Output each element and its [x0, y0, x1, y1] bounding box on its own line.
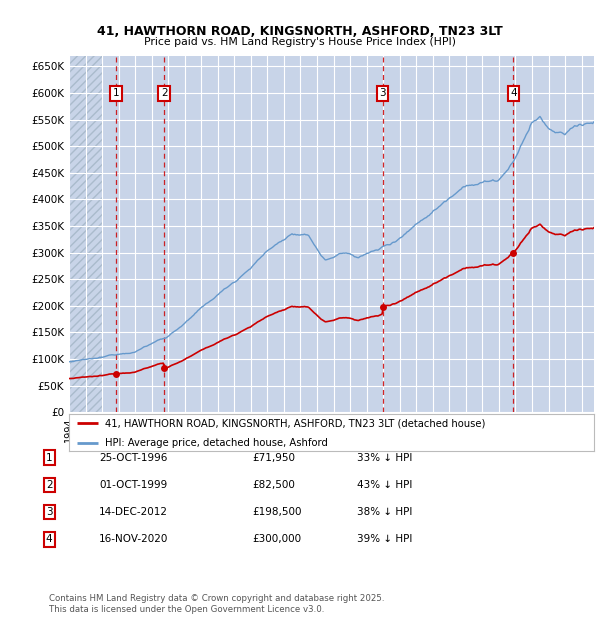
Text: 1: 1	[112, 88, 119, 98]
Text: 4: 4	[46, 534, 53, 544]
Text: 39% ↓ HPI: 39% ↓ HPI	[357, 534, 412, 544]
Text: £82,500: £82,500	[252, 480, 295, 490]
Text: Price paid vs. HM Land Registry's House Price Index (HPI): Price paid vs. HM Land Registry's House …	[144, 37, 456, 47]
Text: Contains HM Land Registry data © Crown copyright and database right 2025.
This d: Contains HM Land Registry data © Crown c…	[49, 595, 385, 614]
Text: 4: 4	[510, 88, 517, 98]
Text: 14-DEC-2012: 14-DEC-2012	[99, 507, 168, 517]
Text: £198,500: £198,500	[252, 507, 302, 517]
Text: 1: 1	[46, 453, 53, 463]
Text: 41, HAWTHORN ROAD, KINGSNORTH, ASHFORD, TN23 3LT: 41, HAWTHORN ROAD, KINGSNORTH, ASHFORD, …	[97, 25, 503, 38]
Text: 16-NOV-2020: 16-NOV-2020	[99, 534, 169, 544]
Text: £300,000: £300,000	[252, 534, 301, 544]
Text: 3: 3	[379, 88, 386, 98]
Text: 3: 3	[46, 507, 53, 517]
Bar	[69, 56, 594, 412]
Text: £71,950: £71,950	[252, 453, 295, 463]
Text: 41, HAWTHORN ROAD, KINGSNORTH, ASHFORD, TN23 3LT (detached house): 41, HAWTHORN ROAD, KINGSNORTH, ASHFORD, …	[105, 418, 485, 428]
Text: HPI: Average price, detached house, Ashford: HPI: Average price, detached house, Ashf…	[105, 438, 328, 448]
Text: 25-OCT-1996: 25-OCT-1996	[99, 453, 167, 463]
Text: 43% ↓ HPI: 43% ↓ HPI	[357, 480, 412, 490]
Text: 01-OCT-1999: 01-OCT-1999	[99, 480, 167, 490]
Bar	[69, 56, 103, 412]
Text: 2: 2	[46, 480, 53, 490]
Text: 38% ↓ HPI: 38% ↓ HPI	[357, 507, 412, 517]
Text: 33% ↓ HPI: 33% ↓ HPI	[357, 453, 412, 463]
Text: 2: 2	[161, 88, 167, 98]
